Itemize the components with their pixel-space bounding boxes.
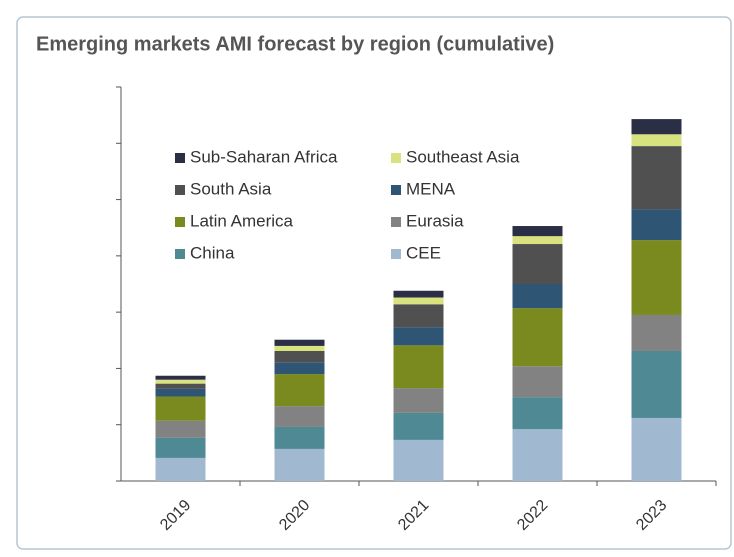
legend-label: Latin America xyxy=(190,211,294,230)
legend-label: Eurasia xyxy=(406,211,464,230)
bar-segment xyxy=(393,388,444,413)
legend-swatch xyxy=(175,217,185,227)
bar-segment xyxy=(274,448,325,481)
bar-segment xyxy=(155,388,206,397)
bar-segment xyxy=(274,345,325,351)
bar-segment xyxy=(155,457,206,481)
bar-segment xyxy=(512,366,563,398)
legend-swatch xyxy=(391,217,401,227)
bar-segment xyxy=(155,375,206,380)
legend-swatch xyxy=(175,185,185,195)
legend-label: Sub-Saharan Africa xyxy=(190,147,338,166)
bar-segment xyxy=(274,406,325,427)
legend-swatch xyxy=(391,153,401,163)
bar-segment xyxy=(512,236,563,245)
bar-segment xyxy=(155,396,206,421)
bar-segment xyxy=(393,345,444,389)
legend-label: South Asia xyxy=(190,179,272,198)
bar-segment xyxy=(512,429,563,481)
bar-segment xyxy=(274,374,325,407)
bar-segment xyxy=(155,420,206,438)
bar-segment xyxy=(631,240,682,315)
legend-label: Southeast Asia xyxy=(406,147,520,166)
legend-swatch xyxy=(175,153,185,163)
bar-segment xyxy=(631,417,682,481)
legend-label: China xyxy=(190,243,235,262)
legend-swatch xyxy=(391,249,401,259)
legend-swatch xyxy=(391,185,401,195)
chart-title: Emerging markets AMI forecast by region … xyxy=(36,33,554,55)
bar-segment xyxy=(512,284,563,309)
legend-label: CEE xyxy=(406,243,441,262)
bar-segment xyxy=(631,119,682,135)
bar-segment xyxy=(512,226,563,237)
bar-segment xyxy=(512,244,563,284)
bar-segment xyxy=(155,383,206,389)
bar-segment xyxy=(393,412,444,440)
bar-segment xyxy=(274,426,325,449)
bar-segment xyxy=(155,379,206,384)
bar-segment xyxy=(512,308,563,367)
bar-segment xyxy=(393,304,444,328)
bar-segment xyxy=(393,439,444,481)
bar-segment xyxy=(155,437,206,458)
bar-segment xyxy=(274,350,325,363)
legend-label: MENA xyxy=(406,179,456,198)
bar-segment xyxy=(274,339,325,346)
bar-segment xyxy=(631,146,682,210)
bar-segment xyxy=(393,297,444,305)
legend-swatch xyxy=(175,249,185,259)
bar-segment xyxy=(512,397,563,430)
bar-segment xyxy=(631,134,682,147)
bar-segment xyxy=(274,362,325,375)
bar-segment xyxy=(631,314,682,351)
bar-segment xyxy=(393,290,444,298)
chart-frame xyxy=(16,16,732,550)
bar-segment xyxy=(393,327,444,346)
bar-segment xyxy=(631,350,682,418)
bar-segment xyxy=(631,209,682,241)
